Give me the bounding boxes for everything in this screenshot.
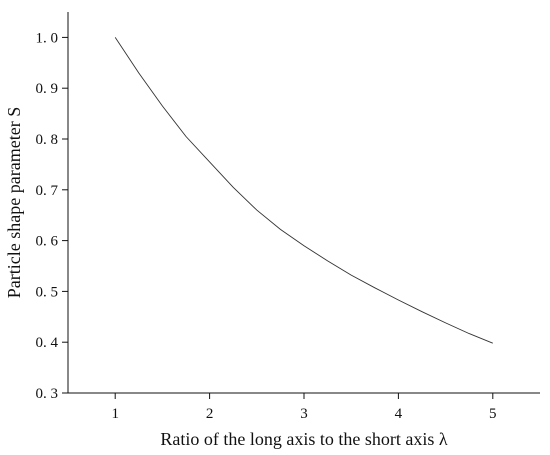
y-tick-label: 1. 0	[36, 30, 59, 46]
y-axis-ticks: 0. 3 0. 4 0. 5 0. 6 0. 7 0. 8 0. 9 1. 0	[36, 30, 68, 402]
series-group	[114, 37, 493, 344]
x-tick-label: 1	[111, 406, 119, 422]
x-axis-ticks: 1 2 3 4 5	[111, 393, 497, 422]
x-tick-label: 5	[489, 406, 497, 422]
y-tick-label: 0. 7	[36, 183, 59, 199]
x-tick-label: 4	[395, 406, 403, 422]
y-tick-label: 0. 9	[36, 81, 59, 97]
y-axis-label: Particle shape parameter S	[4, 107, 24, 298]
x-axis-label: Ratio of the long axis to the short axis…	[160, 429, 447, 449]
x-tick-label: 3	[300, 406, 308, 422]
y-tick-label: 0. 4	[36, 335, 59, 351]
axes	[67, 12, 540, 394]
x-tick-label: 2	[206, 406, 214, 422]
series-line	[114, 37, 493, 344]
y-tick-label: 0. 8	[36, 132, 59, 148]
y-tick-label: 0. 3	[36, 386, 59, 402]
y-tick-label: 0. 5	[36, 284, 59, 300]
y-tick-label: 0. 6	[36, 234, 59, 250]
